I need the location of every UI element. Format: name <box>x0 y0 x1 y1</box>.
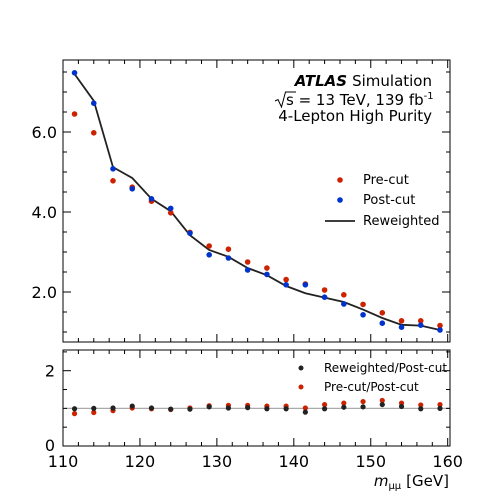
data-point-post-cut <box>129 186 135 192</box>
ratio-point-reweighted-post-cut <box>130 403 135 408</box>
main-plot-panel: 2.0 4.0 6.0 ATLAS Simulation s = 13 TeV, 13… <box>32 60 450 342</box>
ratio-point-pre-cut-post-cut <box>72 411 77 416</box>
ratio-point-reweighted-post-cut <box>264 406 269 411</box>
data-point-post-cut <box>206 252 212 258</box>
data-point-pre-cut <box>379 310 385 316</box>
data-point-post-cut <box>418 322 424 328</box>
legend-marker-postcut <box>337 197 343 203</box>
ratio-point-reweighted-post-cut <box>360 404 365 409</box>
ratio-point-reweighted-post-cut <box>72 406 77 411</box>
legend-marker-precut-ratio <box>299 385 304 390</box>
data-point-post-cut <box>245 267 251 273</box>
atlas-label-line: ATLAS Simulation <box>294 72 432 90</box>
data-point-post-cut <box>110 166 116 172</box>
ratio-point-reweighted-post-cut <box>207 404 212 409</box>
data-point-pre-cut <box>264 265 270 271</box>
ratio-point-reweighted-post-cut <box>418 406 423 411</box>
ratio-xtick-label: 140 <box>279 452 310 471</box>
data-point-pre-cut <box>72 111 78 117</box>
ratio-xtick-labels: 110 120 130 140 150 160 <box>48 452 463 471</box>
data-point-pre-cut <box>110 178 116 184</box>
legend-label-precut-ratio: Pre-cut/Post-cut <box>324 380 419 394</box>
data-point-post-cut <box>168 206 174 212</box>
data-point-post-cut <box>264 272 270 278</box>
ratio-ytick-label: 2 <box>45 362 55 381</box>
ratio-point-pre-cut-post-cut <box>360 399 365 404</box>
data-point-post-cut <box>322 294 328 300</box>
ratio-point-reweighted-post-cut <box>284 406 289 411</box>
ratio-xtick-label: 160 <box>432 452 463 471</box>
data-point-post-cut <box>399 324 405 330</box>
ratio-point-reweighted-post-cut <box>437 406 442 411</box>
legend-label-reweighted: Reweighted <box>363 214 440 229</box>
data-point-pre-cut <box>322 287 328 293</box>
ratio-point-reweighted-post-cut <box>322 406 327 411</box>
ratio-point-reweighted-post-cut <box>168 407 173 412</box>
ratio-point-reweighted-post-cut <box>303 410 308 415</box>
simulation-label: Simulation <box>352 72 432 90</box>
ratio-point-reweighted-post-cut <box>187 407 192 412</box>
data-point-pre-cut <box>91 130 97 136</box>
x-axis-label: mμμ [GeV] <box>374 472 449 492</box>
ratio-point-reweighted-post-cut <box>341 405 346 410</box>
main-ytick-labels: 2.0 4.0 6.0 <box>32 123 57 302</box>
ratio-ytick-labels: 02 <box>45 362 55 455</box>
data-point-post-cut <box>341 301 347 307</box>
legend-label-reweighted-ratio: Reweighted/Post-cut <box>324 361 447 375</box>
data-point-post-cut <box>149 196 155 202</box>
data-point-post-cut <box>187 230 193 236</box>
main-ytick-label: 6.0 <box>32 123 57 142</box>
data-point-post-cut <box>379 320 385 326</box>
atlas-annotation: ATLAS Simulation s = 13 TeV, 139 fb-1 4-L… <box>275 72 434 125</box>
ratio-point-reweighted-post-cut <box>245 405 250 410</box>
data-point-post-cut <box>303 282 309 288</box>
data-point-post-cut <box>437 327 443 333</box>
ratio-plot-panel: 02 110 120 130 140 150 160 Reweighted/Post-cu… <box>45 350 463 492</box>
ratio-xtick-label: 130 <box>202 452 233 471</box>
ratio-xtick-label: 120 <box>125 452 156 471</box>
data-point-pre-cut <box>360 302 366 308</box>
data-point-pre-cut <box>206 243 212 249</box>
purity-label: 4-Lepton High Purity <box>278 107 432 125</box>
ratio-point-reweighted-post-cut <box>226 405 231 410</box>
ratio-point-reweighted-post-cut <box>110 405 115 410</box>
legend-marker-precut <box>337 177 343 183</box>
main-ytick-label: 2.0 <box>32 283 57 302</box>
legend-label-precut: Pre-cut <box>363 173 409 188</box>
data-point-pre-cut <box>226 246 232 252</box>
data-point-pre-cut <box>283 277 289 283</box>
data-point-post-cut <box>360 312 366 318</box>
data-point-post-cut <box>226 255 232 261</box>
ratio-series-layer <box>72 398 443 416</box>
data-point-post-cut <box>283 282 289 288</box>
ratio-xtick-label: 150 <box>355 452 386 471</box>
legend-label-postcut: Post-cut <box>363 193 415 208</box>
data-point-post-cut <box>72 70 78 76</box>
ratio-point-reweighted-post-cut <box>399 404 404 409</box>
legend-marker-reweighted-ratio <box>299 366 304 371</box>
atlas-label: ATLAS <box>294 72 347 90</box>
main-legend: Pre-cut Post-cut Reweighted <box>325 173 440 229</box>
data-point-pre-cut <box>341 292 347 298</box>
ratio-xtick-label: 110 <box>48 452 79 471</box>
ratio-point-reweighted-post-cut <box>91 406 96 411</box>
main-ytick-label: 4.0 <box>32 203 57 222</box>
data-point-post-cut <box>91 100 97 106</box>
ratio-legend: Reweighted/Post-cut Pre-cut/Post-cut <box>299 361 448 394</box>
ratio-point-reweighted-post-cut <box>380 402 385 407</box>
data-point-pre-cut <box>245 259 251 265</box>
ratio-point-reweighted-post-cut <box>149 405 154 410</box>
data-point-pre-cut <box>399 318 405 324</box>
